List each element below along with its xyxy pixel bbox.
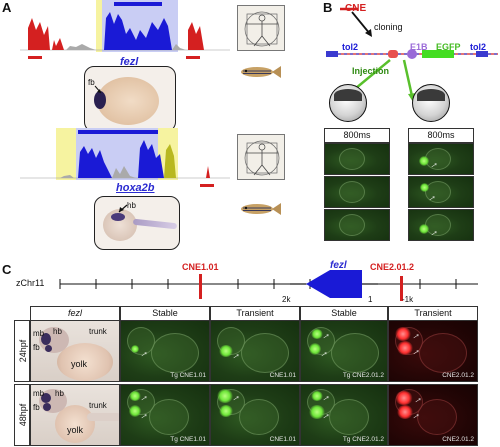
cne2-label: CNE2.01.2 bbox=[370, 262, 415, 272]
fluorescence-transient-cne1-48hpf: → CNE1.01 bbox=[210, 384, 300, 446]
fluorescence-image bbox=[324, 176, 390, 208]
exposure-header-right: 800ms bbox=[408, 128, 474, 143]
tol2-left-label: tol2 bbox=[342, 42, 359, 52]
scale-2k: 2k bbox=[282, 295, 291, 304]
arrow-icon bbox=[118, 204, 128, 213]
col-header-stable: Stable bbox=[120, 306, 210, 321]
cloning-schematic bbox=[326, 7, 498, 102]
label-trunk: trunk bbox=[89, 401, 107, 410]
zebrafish-icon bbox=[241, 66, 281, 78]
fluorescence-image bbox=[324, 209, 390, 241]
fluorescence-image: → bbox=[408, 209, 474, 241]
insitu-24hpf-image: mb hb fb trunk yolk bbox=[30, 320, 120, 382]
gene-label-hoxa2b: hoxa2b bbox=[116, 182, 155, 194]
exposure-header-left: 800ms bbox=[324, 128, 390, 143]
genomic-locus-diagram bbox=[59, 270, 478, 301]
expression-domain bbox=[94, 91, 106, 109]
panel-b-label: B bbox=[323, 0, 333, 15]
egfp-label: EGFP bbox=[436, 42, 461, 52]
fluorescence-stable-cne1-24hpf: → Tg CNE1.01 bbox=[120, 320, 210, 382]
expression-domain bbox=[111, 213, 125, 221]
label-fb: fb bbox=[33, 403, 40, 412]
arrow-icon bbox=[94, 85, 102, 94]
row-label-24hpf: 24hpf bbox=[14, 320, 30, 382]
insitu-fezl-image: fb bbox=[84, 66, 176, 132]
fluorescence-transient-cne2-48hpf: → → CNE2.01.2 bbox=[388, 384, 478, 446]
label-yolk: yolk bbox=[71, 359, 88, 369]
fluorescence-stable-cne2-24hpf: → → Tg CNE2.01.2 bbox=[300, 320, 388, 382]
col-header-transient: Transient bbox=[388, 306, 478, 321]
scale-1: 1 bbox=[368, 295, 373, 304]
vitruvian-image bbox=[237, 134, 285, 180]
vitruvian-image bbox=[237, 5, 285, 51]
col-header-stable: Stable bbox=[300, 306, 388, 321]
fluorescence-transient-cne2-24hpf: → → CNE2.01.2 bbox=[388, 320, 478, 382]
conservation-plot-fezl bbox=[20, 0, 230, 59]
label-mb: mb bbox=[33, 329, 45, 338]
zebrafish-image bbox=[237, 200, 283, 218]
panel-a-label: A bbox=[2, 0, 12, 15]
vitruvian-man-icon bbox=[244, 140, 280, 176]
label-trunk: trunk bbox=[89, 327, 107, 336]
label-fb: fb bbox=[33, 343, 40, 352]
cne-label: CNE bbox=[345, 3, 367, 14]
label-hb: hb bbox=[127, 201, 136, 210]
scale-minus-1k: -1k bbox=[402, 295, 414, 304]
label-hb: hb bbox=[55, 389, 64, 398]
col-header-fezl: fezl bbox=[30, 306, 120, 321]
zebrafish-icon bbox=[241, 203, 281, 215]
fluorescence-stable-cne2-48hpf: → → Tg CNE2.01.2 bbox=[300, 384, 388, 446]
row-label-48hpf: 48hpf bbox=[14, 384, 30, 446]
chromosome-label: zChr11 bbox=[16, 278, 45, 288]
e1b-label: E1B bbox=[410, 42, 428, 52]
cloning-label: cloning bbox=[374, 22, 403, 32]
insitu-48hpf-image: mb hb fb trunk yolk bbox=[30, 384, 120, 446]
fluorescence-image: → bbox=[408, 176, 474, 208]
embryo-yolk bbox=[97, 77, 159, 125]
label-mb: mb bbox=[33, 389, 45, 398]
gene-label-fezl: fezl bbox=[120, 56, 139, 68]
label-hb: hb bbox=[53, 327, 62, 336]
zebrafish-image bbox=[237, 63, 283, 81]
cne1-label: CNE1.01 bbox=[182, 262, 219, 272]
insitu-hoxa2b-image: hb bbox=[94, 196, 180, 250]
fezl-gene-label: fezl bbox=[330, 260, 347, 271]
injection-label: Injection bbox=[352, 66, 390, 76]
tol2-right-label: tol2 bbox=[470, 42, 487, 52]
col-header-transient: Transient bbox=[210, 306, 300, 321]
label-fb: fb bbox=[88, 78, 95, 87]
embryo-disc-left bbox=[329, 84, 367, 122]
fluorescence-stable-cne1-48hpf: → → Tg CNE1.01 bbox=[120, 384, 210, 446]
conservation-plot-hoxa2b bbox=[20, 128, 230, 187]
label-yolk: yolk bbox=[67, 425, 84, 435]
fluorescence-image: → bbox=[408, 143, 474, 175]
vitruvian-man-icon bbox=[244, 11, 280, 47]
embryo-tail bbox=[132, 218, 178, 230]
fluorescence-transient-cne1-24hpf: → CNE1.01 bbox=[210, 320, 300, 382]
fluorescence-image bbox=[324, 143, 390, 175]
embryo-disc-right bbox=[412, 84, 450, 122]
panel-c-label: C bbox=[2, 262, 12, 277]
